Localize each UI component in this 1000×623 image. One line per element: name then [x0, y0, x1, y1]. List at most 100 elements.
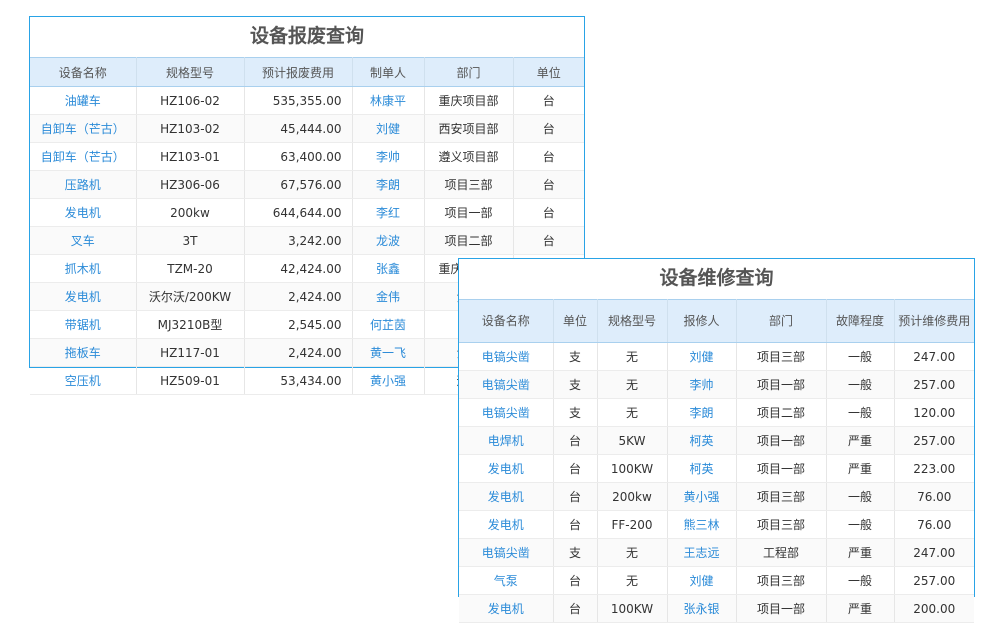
table-cell: 一般	[826, 342, 895, 371]
table-cell: 重庆项目部	[424, 86, 514, 115]
table-row[interactable]: 自卸车（芒古） HZ103-01 63,400.00 李帅 遵义项目部台	[30, 142, 584, 171]
table-cell: 63,400.00	[244, 142, 353, 171]
table-cell: 200kw	[136, 198, 245, 227]
cell-link[interactable]: 黄一飞	[352, 338, 425, 367]
cell-link[interactable]: 金伟	[352, 282, 425, 311]
column-header[interactable]: 报修人	[667, 299, 737, 343]
table-cell: 644,644.00	[244, 198, 353, 227]
column-header[interactable]: 设备名称	[30, 57, 137, 87]
cell-link[interactable]: 李帅	[667, 370, 737, 399]
column-header[interactable]: 预计维修费用	[894, 299, 974, 343]
table-row[interactable]: 电镐尖凿支无刘健 项目三部 一般 247.00	[459, 342, 974, 371]
table-row[interactable]: 油罐车 HZ106-02 535,355.00 林康平 重庆项目部台	[30, 86, 584, 115]
cell-link[interactable]: 发电机	[30, 198, 137, 227]
cell-link[interactable]: 空压机	[30, 366, 137, 395]
cell-link[interactable]: 黄小强	[667, 482, 737, 511]
cell-link[interactable]: 发电机	[30, 282, 137, 311]
cell-link[interactable]: 刘健	[667, 342, 737, 371]
cell-link[interactable]: 李红	[352, 198, 425, 227]
table-row[interactable]: 发电机台 200kw 黄小强 项目三部 一般 76.00	[459, 482, 974, 511]
table-cell: 247.00	[894, 342, 974, 371]
table-row[interactable]: 发电机 200kw 644,644.00 李红 项目一部台	[30, 198, 584, 227]
table-cell: 项目一部	[736, 594, 827, 623]
table-row[interactable]: 气泵台无刘健 项目三部 一般 257.00	[459, 566, 974, 595]
table-cell: 项目三部	[736, 482, 827, 511]
column-header[interactable]: 部门	[424, 57, 514, 87]
cell-link[interactable]: 抓木机	[30, 254, 137, 283]
cell-link[interactable]: 发电机	[459, 594, 554, 623]
table-cell: 无	[597, 398, 668, 427]
table-cell: 2,424.00	[244, 338, 353, 367]
table-cell: 223.00	[894, 454, 974, 483]
column-header[interactable]: 设备名称	[459, 299, 554, 343]
table-cell: 项目三部	[736, 566, 827, 595]
table-row[interactable]: 发电机台 100KW 柯英 项目一部 严重 223.00	[459, 454, 974, 483]
cell-link[interactable]: 刘健	[667, 566, 737, 595]
table-cell: 项目二部	[424, 226, 514, 255]
cell-link[interactable]: 气泵	[459, 566, 554, 595]
table-cell: 台	[553, 510, 598, 539]
table-row[interactable]: 电焊机台 5KW 柯英 项目一部 严重 257.00	[459, 426, 974, 455]
cell-link[interactable]: 压路机	[30, 170, 137, 199]
table-cell: 535,355.00	[244, 86, 353, 115]
column-header[interactable]: 部门	[736, 299, 827, 343]
table-cell: 台	[553, 566, 598, 595]
scrap-query-title: 设备报废查询	[249, 25, 364, 47]
cell-link[interactable]: 电镐尖凿	[459, 538, 554, 567]
table-cell: 西安项目部	[424, 114, 514, 143]
cell-link[interactable]: 带锯机	[30, 310, 137, 339]
cell-link[interactable]: 李帅	[352, 142, 425, 171]
cell-link[interactable]: 李朗	[667, 398, 737, 427]
table-row[interactable]: 压路机 HZ306-06 67,576.00 李朗 项目三部台	[30, 170, 584, 199]
table-row[interactable]: 电镐尖凿支无李朗 项目二部 一般 120.00	[459, 398, 974, 427]
column-header[interactable]: 故障程度	[826, 299, 895, 343]
cell-link[interactable]: 李朗	[352, 170, 425, 199]
column-header[interactable]: 单位	[513, 57, 584, 87]
table-row[interactable]: 电镐尖凿支无王志远 工程部 严重 247.00	[459, 538, 974, 567]
table-cell: 一般	[826, 510, 895, 539]
column-header[interactable]: 预计报废费用	[244, 57, 353, 87]
table-row[interactable]: 发电机台 100KW 张永银 项目一部 严重 200.00	[459, 594, 974, 623]
column-header[interactable]: 单位	[553, 299, 598, 343]
table-cell: HZ306-06	[136, 170, 245, 199]
column-header[interactable]: 规格型号	[597, 299, 668, 343]
table-cell: 无	[597, 538, 668, 567]
table-cell: 台	[513, 170, 584, 199]
cell-link[interactable]: 柯英	[667, 454, 737, 483]
table-cell: 支	[553, 342, 598, 371]
cell-link[interactable]: 张永银	[667, 594, 737, 623]
table-cell: 遵义项目部	[424, 142, 514, 171]
cell-link[interactable]: 龙波	[352, 226, 425, 255]
cell-link[interactable]: 油罐车	[30, 86, 137, 115]
cell-link[interactable]: 王志远	[667, 538, 737, 567]
column-header[interactable]: 规格型号	[136, 57, 245, 87]
cell-link[interactable]: 熊三林	[667, 510, 737, 539]
table-row[interactable]: 发电机台 FF-200 熊三林 项目三部 一般 76.00	[459, 510, 974, 539]
table-row[interactable]: 电镐尖凿支无李帅 项目一部 一般 257.00	[459, 370, 974, 399]
table-cell: HZ103-01	[136, 142, 245, 171]
cell-link[interactable]: 发电机	[459, 482, 554, 511]
cell-link[interactable]: 刘健	[352, 114, 425, 143]
cell-link[interactable]: 叉车	[30, 226, 137, 255]
cell-link[interactable]: 自卸车（芒古）	[30, 142, 137, 171]
table-cell: 53,434.00	[244, 366, 353, 395]
cell-link[interactable]: 电镐尖凿	[459, 370, 554, 399]
cell-link[interactable]: 电镐尖凿	[459, 398, 554, 427]
cell-link[interactable]: 何芷茵	[352, 310, 425, 339]
cell-link[interactable]: 自卸车（芒古）	[30, 114, 137, 143]
cell-link[interactable]: 电焊机	[459, 426, 554, 455]
cell-link[interactable]: 发电机	[459, 454, 554, 483]
cell-link[interactable]: 张鑫	[352, 254, 425, 283]
cell-link[interactable]: 发电机	[459, 510, 554, 539]
column-header[interactable]: 制单人	[352, 57, 425, 87]
cell-link[interactable]: 柯英	[667, 426, 737, 455]
table-row[interactable]: 叉车 3T 3,242.00 龙波 项目二部台	[30, 226, 584, 255]
table-cell: 项目三部	[736, 342, 827, 371]
table-row[interactable]: 自卸车（芒古） HZ103-02 45,444.00 刘健 西安项目部台	[30, 114, 584, 143]
table-cell: 支	[553, 370, 598, 399]
cell-link[interactable]: 电镐尖凿	[459, 342, 554, 371]
cell-link[interactable]: 拖板车	[30, 338, 137, 367]
cell-link[interactable]: 黄小强	[352, 366, 425, 395]
table-cell: 项目二部	[736, 398, 827, 427]
cell-link[interactable]: 林康平	[352, 86, 425, 115]
